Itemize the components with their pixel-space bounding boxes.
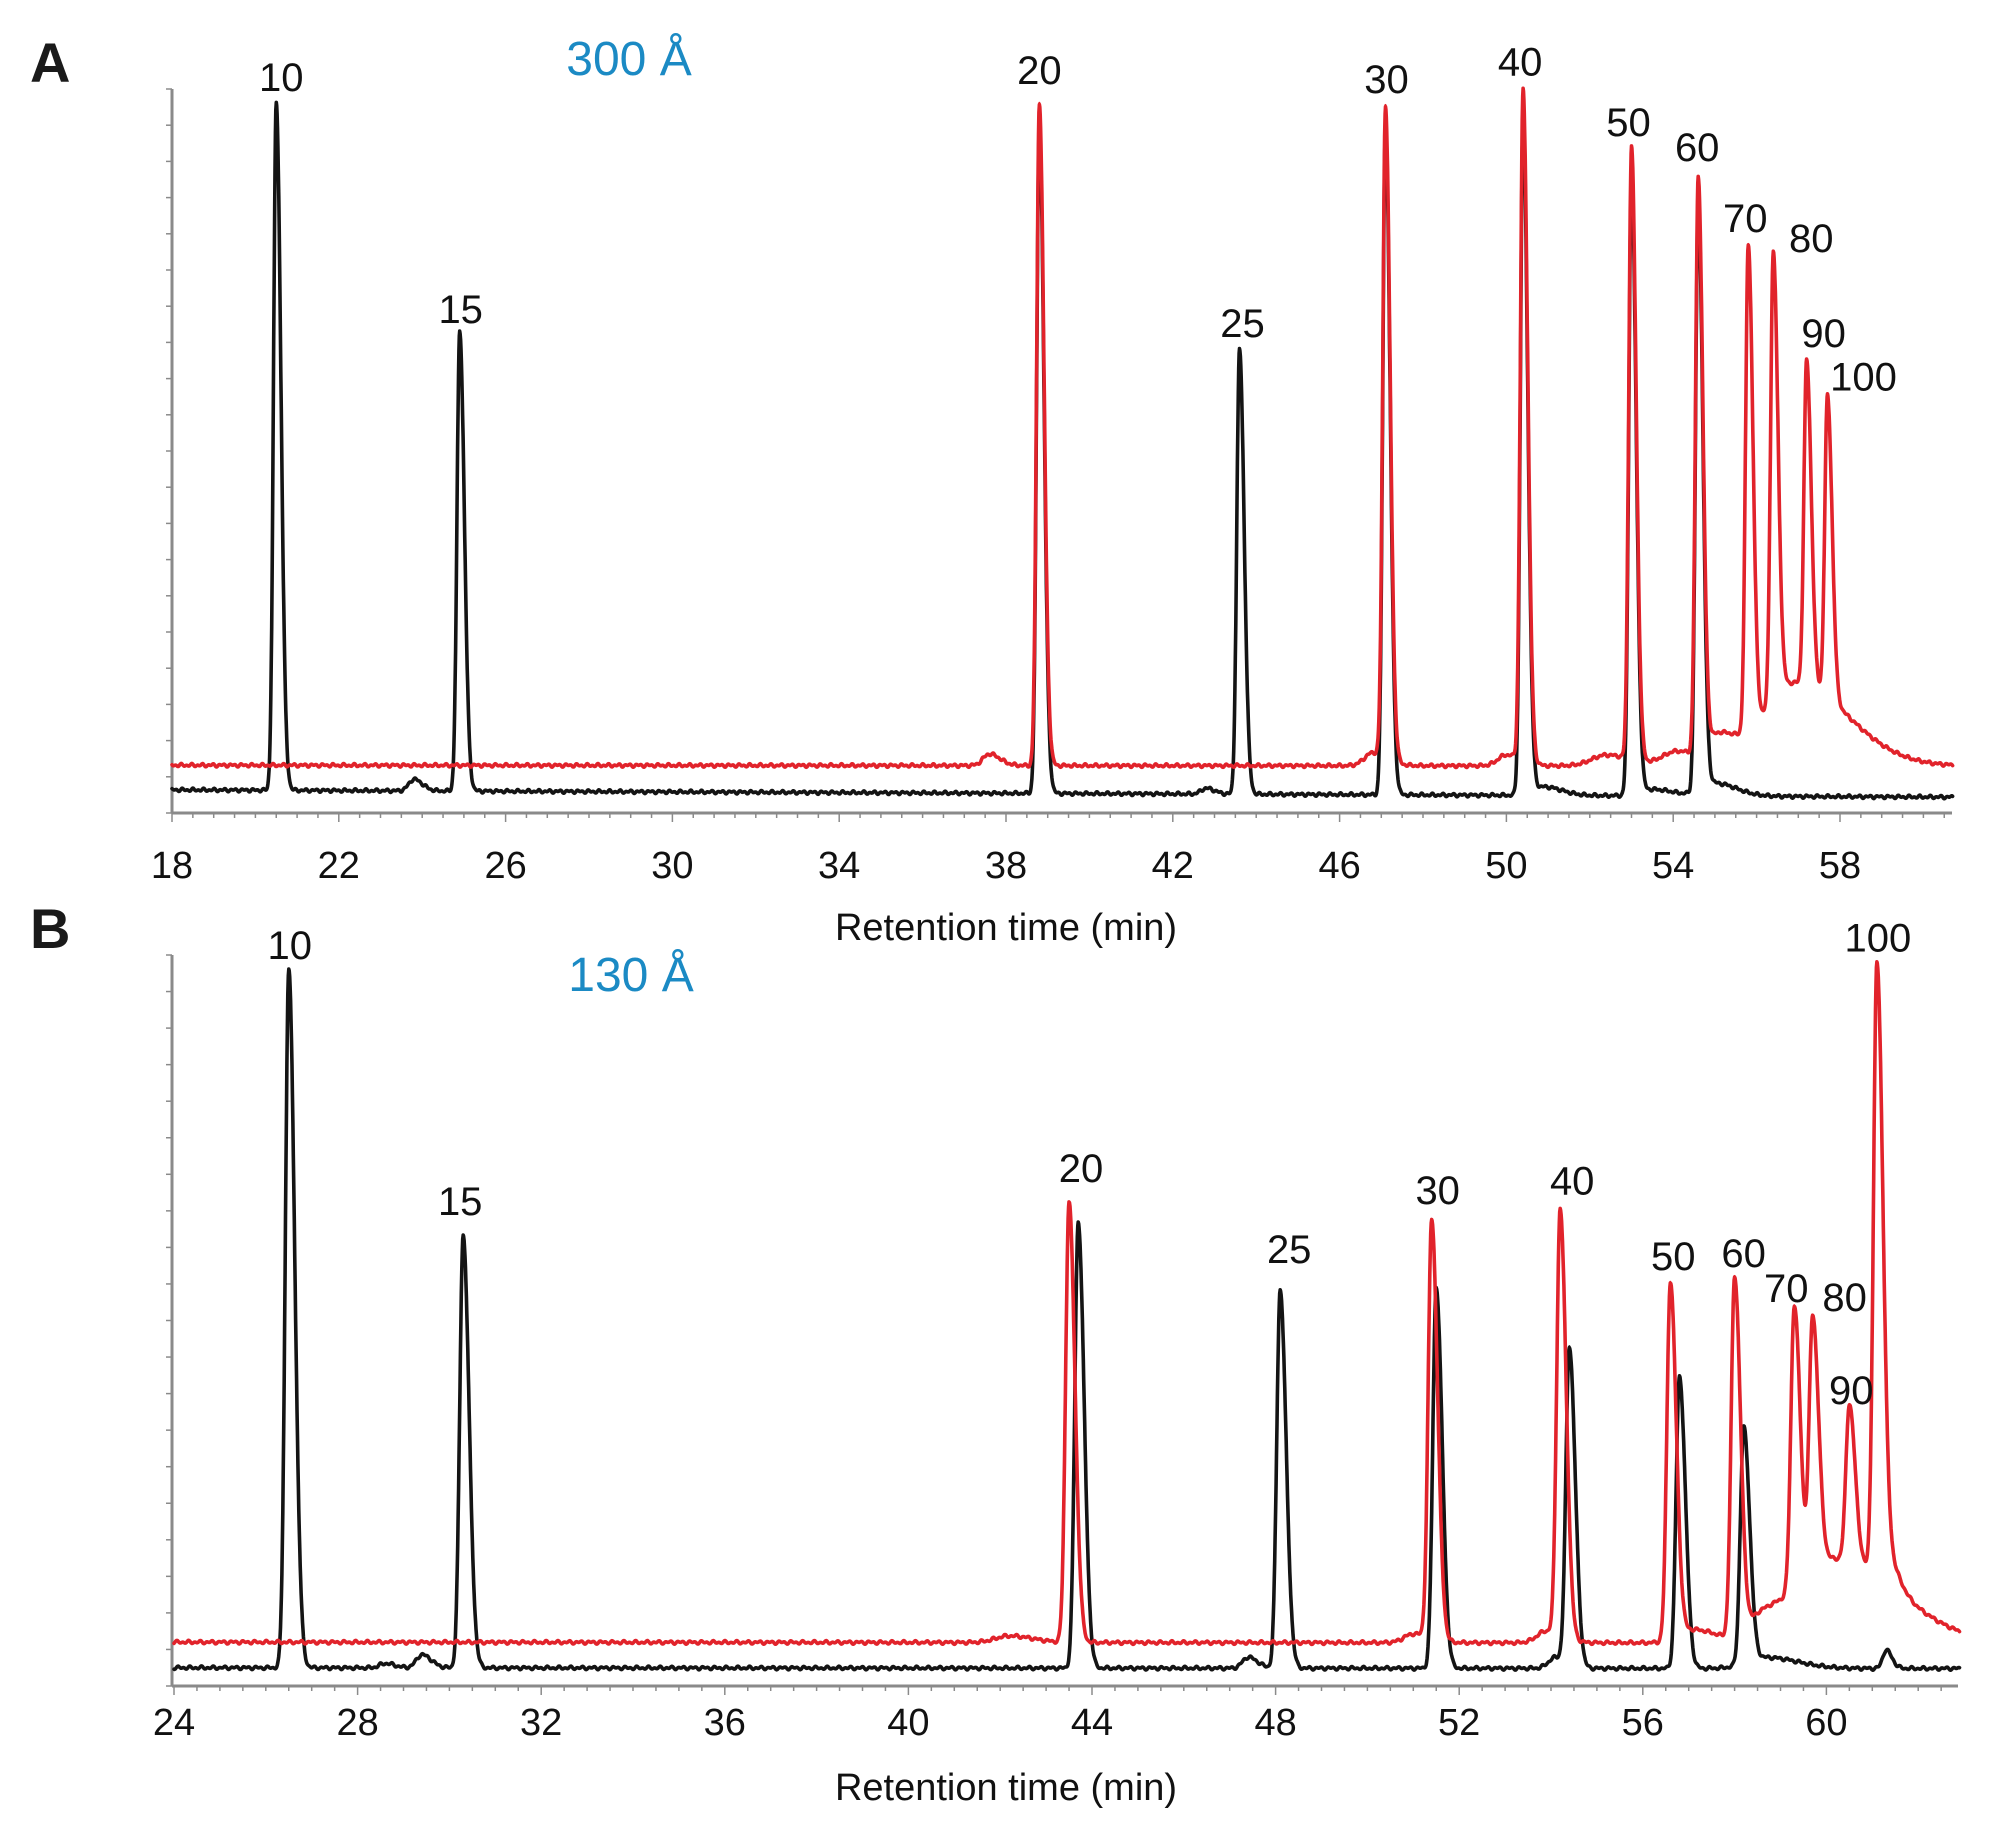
peak-apex-black <box>1279 1288 1282 1291</box>
peak-apex-red <box>1875 961 1878 964</box>
peak-label: 30 <box>1415 1169 1460 1213</box>
x-tick-label: 32 <box>520 1702 562 1744</box>
x-tick-label: 18 <box>151 845 193 887</box>
trace-black <box>172 967 1962 1672</box>
panel-b: B 130 Å Retention time (min) 24 28 32 36 40 4… <box>30 897 1962 1809</box>
x-tick-label: 28 <box>336 1702 378 1744</box>
peak-label: 50 <box>1651 1235 1696 1279</box>
trace-red <box>172 960 1962 1647</box>
peak-label: 20 <box>1017 49 1062 93</box>
peak-apex-red <box>1772 250 1775 253</box>
x-tick-label: 44 <box>1071 1702 1113 1744</box>
x-tick-label: 40 <box>887 1702 929 1744</box>
peak-label: 100 <box>1830 355 1897 399</box>
peak-apex-red <box>1697 174 1700 177</box>
peak-apex-black <box>1077 1220 1080 1223</box>
axes-a <box>166 88 1952 822</box>
peak-apex-red <box>1384 103 1387 106</box>
peak-label: 80 <box>1822 1276 1867 1320</box>
peak-apex-red <box>1630 145 1633 148</box>
peak-label: 25 <box>1220 302 1265 346</box>
peak-apex-black <box>1238 347 1241 350</box>
peak-apex-red <box>1038 101 1041 104</box>
peak-apex-black <box>1678 1375 1681 1378</box>
peak-label: 30 <box>1364 58 1409 102</box>
peak-label: 25 <box>1267 1228 1312 1272</box>
peak-apex-black <box>458 329 461 332</box>
x-axis-title-a: Retention time (min) <box>835 907 1177 949</box>
x-tick-label: 36 <box>704 1702 746 1744</box>
x-tick-label: 38 <box>985 845 1027 887</box>
peak-apex-red <box>1430 1217 1433 1220</box>
peak-label: 90 <box>1829 1369 1874 1413</box>
x-tick-label: 42 <box>1152 845 1194 887</box>
pore-size-label-b: 130 Å <box>568 949 693 1002</box>
peak-label: 20 <box>1059 1147 1104 1191</box>
x-tick-label: 52 <box>1438 1702 1480 1744</box>
peak-label: 40 <box>1550 1160 1595 1204</box>
peak-label: 90 <box>1801 312 1846 356</box>
peak-apex-black <box>275 101 278 104</box>
peak-label: 40 <box>1498 41 1543 85</box>
x-tick-label: 60 <box>1805 1702 1847 1744</box>
x-tick-label: 54 <box>1652 845 1694 887</box>
peak-label: 60 <box>1721 1232 1766 1276</box>
x-tick-label: 48 <box>1254 1702 1296 1744</box>
x-tick-label: 22 <box>318 845 360 887</box>
traces-a <box>170 86 1955 801</box>
peak-label: 70 <box>1723 197 1768 241</box>
peak-apex-red <box>1848 1402 1851 1405</box>
x-tick-label: 46 <box>1318 845 1360 887</box>
x-tick-label: 56 <box>1622 1702 1664 1744</box>
peak-label: 100 <box>1845 916 1912 960</box>
x-tick-label: 34 <box>818 845 860 887</box>
x-axis-title-b: Retention time (min) <box>835 1767 1177 1809</box>
peak-apex-red <box>1733 1274 1736 1277</box>
peak-label: 70 <box>1764 1267 1809 1311</box>
peak-apex-red <box>1068 1201 1071 1204</box>
peak-apex-red <box>1559 1207 1562 1210</box>
peak-label: 15 <box>438 1180 483 1224</box>
trace-black <box>170 100 1955 801</box>
peak-apex-red <box>1747 242 1750 245</box>
x-ticks-b: 24 28 32 36 40 44 48 52 56 60 <box>153 1702 1848 1744</box>
peak-apex-red <box>1522 88 1525 91</box>
peak-apex-black <box>1568 1345 1571 1348</box>
trace-red <box>170 86 1955 770</box>
peak-apex-black <box>1885 1649 1888 1652</box>
x-tick-label: 50 <box>1485 845 1527 887</box>
peak-label: 50 <box>1606 101 1651 145</box>
peak-apex-red <box>1826 394 1829 397</box>
x-tick-label: 58 <box>1819 845 1861 887</box>
pore-size-label-a: 300 Å <box>566 33 691 86</box>
peak-apex-red <box>1805 358 1808 361</box>
peak-label: 15 <box>438 288 483 332</box>
panel-letter-a: A <box>30 31 70 94</box>
peak-apex-black <box>1742 1426 1745 1429</box>
x-tick-label: 26 <box>484 845 526 887</box>
peak-label: 80 <box>1789 217 1834 261</box>
axes-b <box>166 954 1958 1695</box>
peak-label: 10 <box>259 56 304 100</box>
peak-apex-red <box>1793 1304 1796 1307</box>
peak-apex-red <box>1669 1280 1672 1283</box>
peak-apex-black <box>462 1233 465 1236</box>
peak-label: 10 <box>268 924 313 968</box>
x-ticks-a: 18 22 26 30 34 38 42 46 50 54 58 <box>151 845 1861 887</box>
peak-label: 60 <box>1675 126 1720 170</box>
x-tick-label: 30 <box>651 845 693 887</box>
panel-a: A 300 Å Retention time (min) 18 22 26 30 34 3… <box>30 31 1955 949</box>
peak-apex-black <box>287 967 290 970</box>
x-tick-label: 24 <box>153 1702 195 1744</box>
traces-b <box>172 960 1962 1672</box>
peak-apex-red <box>1811 1315 1814 1318</box>
panel-letter-b: B <box>30 897 70 960</box>
